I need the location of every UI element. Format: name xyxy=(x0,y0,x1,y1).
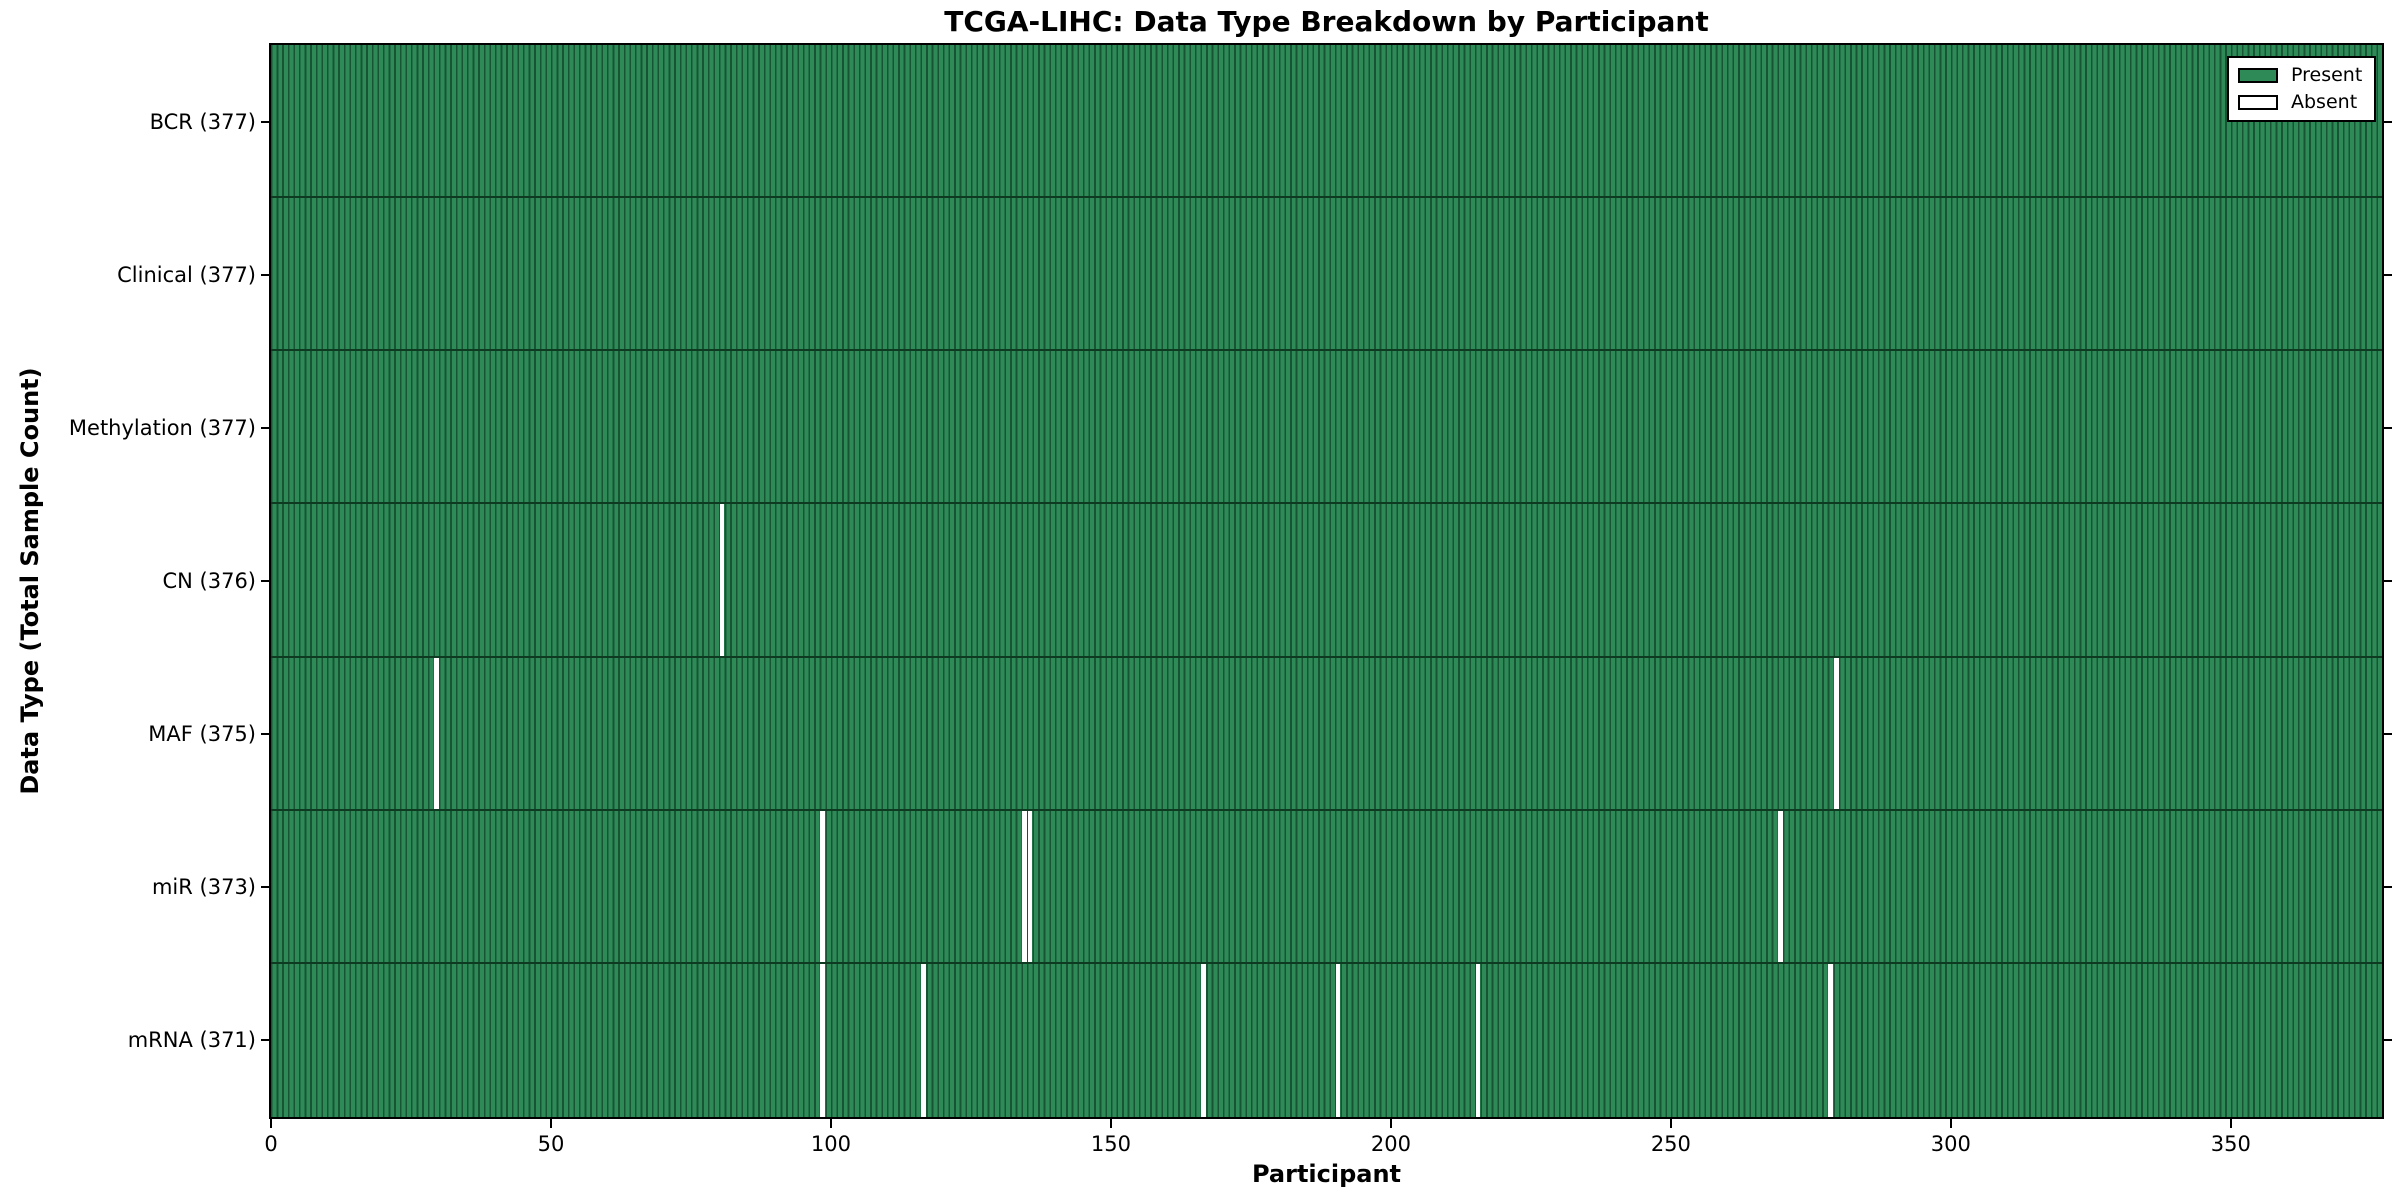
y-tick-mark xyxy=(2384,273,2392,276)
y-tick-mark xyxy=(2384,733,2392,736)
x-tick-label: 100 xyxy=(810,1132,851,1156)
absent-cell xyxy=(820,810,826,962)
x-tick-mark xyxy=(1389,1119,1392,1128)
absent-cell xyxy=(719,504,725,656)
y-tick-mark xyxy=(2384,426,2392,429)
legend-present-label: Present xyxy=(2291,64,2363,86)
legend-entry-absent: Absent xyxy=(2238,93,2362,112)
x-tick-mark xyxy=(1109,1119,1112,1128)
heatmap-row xyxy=(271,45,2382,199)
y-tick-mark xyxy=(2384,1039,2392,1042)
y-tick-mark xyxy=(261,733,269,736)
x-tick-label: 300 xyxy=(1930,1132,1971,1156)
absent-cell xyxy=(1475,963,1481,1117)
legend-present-swatch xyxy=(2238,68,2278,83)
absent-cell xyxy=(820,963,826,1117)
absent-cell xyxy=(1201,963,1206,1117)
x-tick-mark xyxy=(1669,1119,1672,1128)
y-tick-mark xyxy=(261,120,269,123)
chart-title: TCGA-LIHC: Data Type Breakdown by Partic… xyxy=(944,5,1709,38)
legend-entry-present: Present xyxy=(2238,66,2362,85)
y-tick-label: miR (373) xyxy=(151,875,256,900)
x-axis-label: Participant xyxy=(1251,1160,1402,1188)
x-tick-label: 150 xyxy=(1090,1132,1131,1156)
absent-cell xyxy=(434,657,439,809)
y-tick-mark xyxy=(2384,580,2392,582)
y-tick-mark xyxy=(261,1039,269,1042)
heatmap-row xyxy=(271,351,2382,505)
legend-absent-swatch xyxy=(2238,95,2278,110)
absent-cell xyxy=(921,963,926,1117)
x-tick-label: 200 xyxy=(1370,1132,1411,1156)
heatmap-row xyxy=(271,963,2382,1117)
y-tick-mark xyxy=(261,273,269,276)
heatmap-row xyxy=(271,810,2382,964)
y-tick-mark xyxy=(2384,886,2392,889)
absent-cell xyxy=(1777,810,1783,962)
legend-absent-label: Absent xyxy=(2291,91,2358,113)
heatmap-row xyxy=(271,504,2382,658)
y-tick-label: Methylation (377) xyxy=(68,415,256,440)
y-tick-label: MAF (375) xyxy=(148,722,256,747)
x-tick-mark xyxy=(1949,1119,1952,1128)
absent-cell xyxy=(1828,963,1834,1117)
y-tick-mark xyxy=(261,426,269,429)
x-tick-label: 350 xyxy=(2210,1132,2251,1156)
heatmap-row xyxy=(271,198,2382,352)
x-tick-label: 0 xyxy=(264,1132,278,1156)
y-tick-mark xyxy=(2384,120,2392,123)
x-tick-mark xyxy=(2229,1119,2232,1128)
plot-area xyxy=(269,43,2384,1119)
x-tick-mark xyxy=(549,1119,552,1128)
absent-cell xyxy=(1335,963,1341,1117)
y-tick-label: Clinical (377) xyxy=(117,262,256,287)
heatmap-row xyxy=(271,657,2382,811)
y-tick-label: mRNA (371) xyxy=(127,1028,256,1053)
y-tick-mark xyxy=(261,580,269,582)
absent-cell xyxy=(1022,810,1027,962)
absent-cell xyxy=(1833,657,1839,809)
legend: Present Absent xyxy=(2227,56,2377,122)
y-tick-label: CN (376) xyxy=(162,569,256,593)
absent-cell xyxy=(1027,810,1033,962)
x-tick-label: 250 xyxy=(1650,1132,1691,1156)
x-tick-mark xyxy=(270,1119,272,1128)
y-tick-label: BCR (377) xyxy=(149,109,256,134)
x-tick-label: 50 xyxy=(537,1132,565,1156)
x-tick-mark xyxy=(829,1119,832,1128)
y-tick-mark xyxy=(261,886,269,889)
